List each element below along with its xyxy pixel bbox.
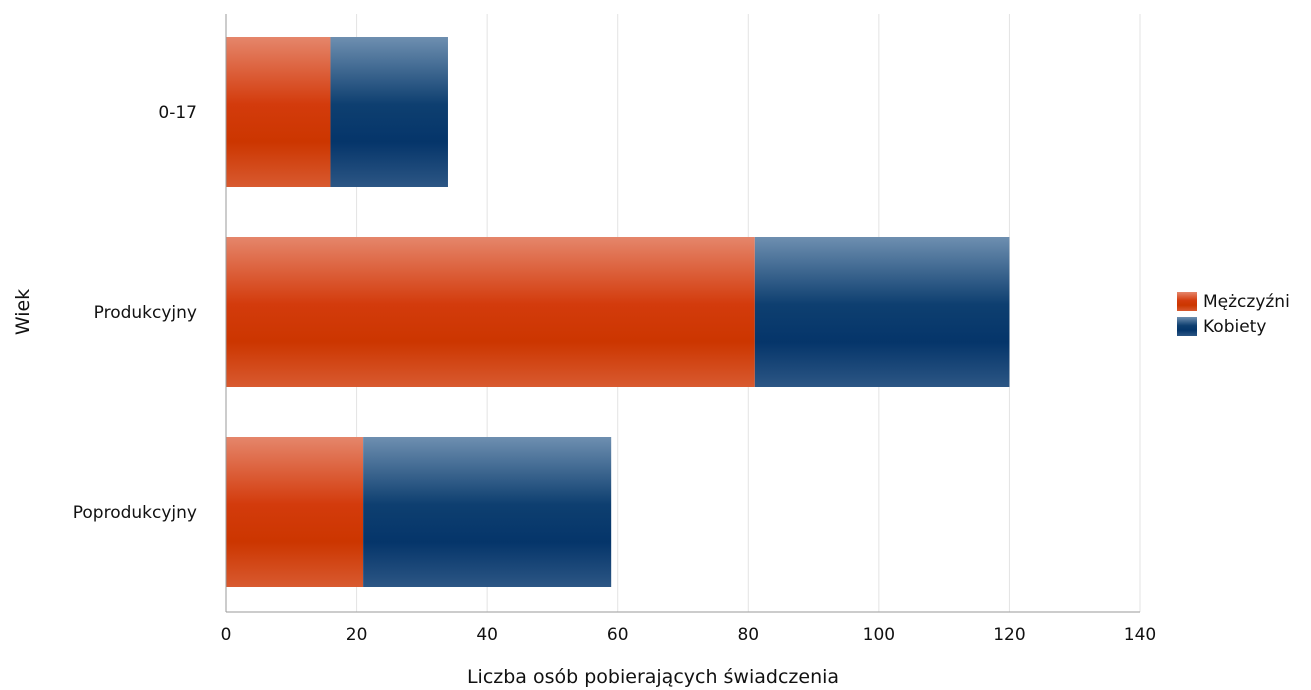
x-tick-label: 100 [863,625,895,645]
bar-women-0 [330,37,448,187]
x-tick-label: 140 [1124,625,1156,645]
y-category-label: Produkcyjny [94,303,197,323]
x-tick-label: 20 [346,625,368,645]
bar-women-2 [363,437,612,587]
legend-label-men: Mężczyźni [1203,292,1290,312]
legend-label-women: Kobiety [1203,317,1266,337]
x-tick-label: 0 [221,625,232,645]
y-category-label: Poprodukcyjny [73,503,197,523]
axes [225,14,1140,613]
legend-swatch-women [1177,317,1197,336]
bar-men-2 [226,437,364,587]
y-axis-title: Wiek [12,289,34,335]
x-tick-label: 60 [607,625,629,645]
x-tick-label: 80 [737,625,759,645]
bar-men-0 [226,37,331,187]
bar-men-1 [226,237,755,387]
x-tick-label: 40 [476,625,498,645]
bar-women-1 [754,237,1010,387]
x-tick-label: 120 [993,625,1025,645]
legend-swatch-men [1177,292,1197,311]
legend: Mężczyźni Kobiety [1177,292,1290,337]
y-category-label: 0-17 [158,103,197,123]
tick-labels: 0 20 40 60 80 100 120 140 0-17 Produkcyjny Poprodu… [73,103,1156,645]
x-axis-title: Liczba osób pobierających świadczenia [467,666,839,688]
bars [226,37,1010,587]
